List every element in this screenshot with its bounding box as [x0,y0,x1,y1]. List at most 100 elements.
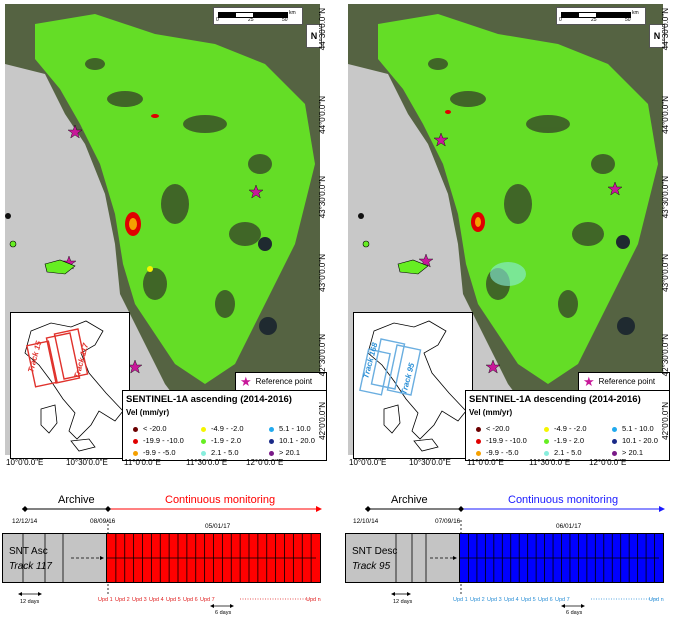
legend-class: -9.9 - -5.0 [476,448,519,457]
legend-swatch [133,450,138,456]
italy-inset-map: Track 168 Track 95 [353,312,473,459]
legend-swatch [612,426,617,432]
legend-swatch [544,426,549,432]
monitoring-label: Continuous monitoring [165,494,276,506]
ref-points [418,132,623,374]
lake-bolsena [259,317,277,335]
scale-tick: 50 [282,17,288,23]
north-arrow: N [306,24,322,48]
legend-class-label: -9.9 - -5.0 [486,448,519,457]
monitoring-interval: 6 days [566,610,583,616]
latitude-label: 43°30'0.0"N [661,176,670,219]
update-label: Upd 6 [538,597,553,603]
legend-title: SENTINEL-1A ascending (2014-2016) [126,394,292,405]
latitude-label: 43°0'0.0"N [661,254,670,292]
legend-swatch [133,438,138,444]
track-frame [386,344,422,396]
latitude-label: 42°0'0.0"N [661,402,670,440]
legend-class-label: -4.9 - -2.0 [211,424,244,433]
legend-class: < -20.0 [476,424,510,433]
track-frame [359,348,391,396]
scale-tick: 25 [248,17,254,23]
deformation-spots [445,110,526,286]
scale-tick: 50 [625,17,631,23]
archive-label: Archive [58,494,95,506]
legend-swatch [476,450,481,456]
legend-swatch [544,450,549,456]
date-mid: 05/01/17 [205,523,231,530]
update-label: Upd n [306,597,321,603]
longitude-label: 10°30'0.0"E [66,458,108,467]
legend-class-label: > 20.1 [622,448,644,457]
inset-svg: Track 168 Track 95 [359,320,467,452]
legend-class-label: 10.1 - 20.0 [622,436,658,445]
monitoring-interval: 6 days [215,610,232,616]
north-arrow: N [649,24,665,48]
legend-swatch [476,438,481,444]
latitude-label: 42°0'0.0"N [318,402,327,440]
monitoring-box [106,533,321,583]
latitude-label: 44°30'0.0"N [661,8,670,51]
satellite-track: Track 95 [352,561,391,572]
legend-swatch [133,426,138,432]
scale-tick: 0 [559,17,562,23]
update-label: Upd 2 [470,597,485,603]
legend-swatch [612,450,617,456]
map-view: 0 25 50 km N Track 15 Track 117 ★ Referen… [5,4,327,461]
update-label: Upd 4 [504,597,519,603]
legend-class: -4.9 - -2.0 [201,424,244,433]
longitude-label: 12°0'0.0"E [246,458,284,467]
legend-swatch [201,426,206,432]
legend-title: SENTINEL-1A descending (2014-2016) [469,394,641,405]
date-switch: 07/09/16 [435,518,461,525]
longitude-label: 12°0'0.0"E [589,458,627,467]
date-mid: 06/01/17 [556,523,582,530]
elba-island [397,259,429,275]
latitude-label: 44°30'0.0"N [318,8,327,51]
track-frame [53,328,89,380]
descending-panel: 0 25 50 km N Track 168 Track 95 ★ Referen… [343,0,685,618]
legend-swatch [544,438,549,444]
ascending-panel: 0 25 50 km N Track 15 Track 117 ★ Referen… [0,0,342,618]
reference-point-legend: ★ Reference point [235,372,327,392]
update-label: Upd 1 [98,597,113,603]
acquisition-timeline: Archive Continuous monitoring 12/12/14 0… [0,480,342,618]
legend-class: -4.9 - -2.0 [544,424,587,433]
legend-class-label: -9.9 - -5.0 [143,448,176,457]
update-label: Upd 2 [115,597,130,603]
track-frame [45,332,81,384]
legend-class: 5.1 - 10.0 [612,424,654,433]
lake-trasimeno [616,235,630,249]
longitude-label: 10°30'0.0"E [409,458,451,467]
legend-swatch [201,438,206,444]
legend-class-label: 2.1 - 5.0 [554,448,582,457]
legend-swatch [269,438,274,444]
update-label: Upd 7 [555,597,570,603]
legend-class-label: -19.9 - -10.0 [143,436,184,445]
legend-class-label: 2.1 - 5.0 [211,448,239,457]
scale-unit: km [289,10,296,16]
velocity-legend: SENTINEL-1A descending (2014-2016) Vel (… [465,390,670,461]
latitude-label: 42°30'0.0"N [318,334,327,377]
star-icon: ★ [583,374,595,389]
ref-points [61,124,264,374]
legend-class: -19.9 - -10.0 [476,436,527,445]
latitude-label: 44°0'0.0"N [318,96,327,134]
update-label: Upd 6 [183,597,198,603]
legend-class: > 20.1 [612,448,643,457]
legend-class: -1.9 - 2.0 [201,436,241,445]
latitude-label: 44°0'0.0"N [661,96,670,134]
longitude-label: 11°30'0.0"E [529,458,571,467]
legend-class: < -20.0 [133,424,167,433]
reference-point-legend: ★ Reference point [578,372,670,392]
longitude-label: 11°0'0.0"E [467,458,504,467]
lake-trasimeno [258,237,272,251]
track-frame [26,340,58,388]
legend-swatch [269,450,274,456]
update-label: Upd 4 [149,597,164,603]
longitude-label: 10°0'0.0"E [349,458,387,467]
deformation-spots [125,114,159,272]
acquisition-timeline: Archive Continuous monitoring 12/10/14 0… [343,480,685,618]
longitude-label: 11°0'0.0"E [124,458,161,467]
update-label: Upd 5 [166,597,181,603]
